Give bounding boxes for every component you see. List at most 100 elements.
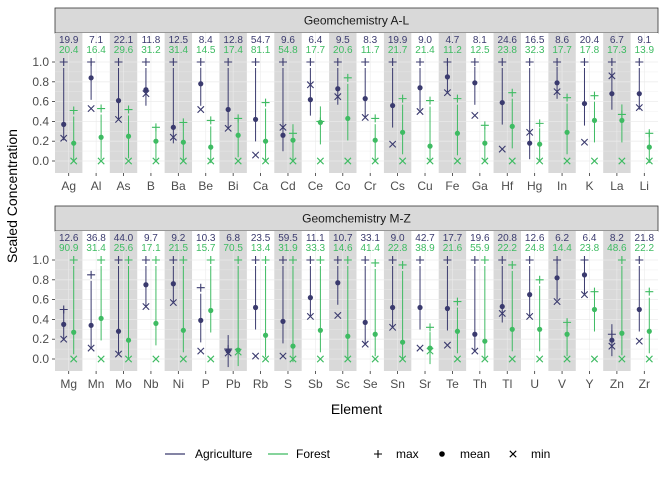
max-marker-agriculture bbox=[278, 256, 287, 264]
panel-title: Geomchemistry A-L bbox=[304, 14, 410, 28]
max-label-agriculture: 16.5 bbox=[525, 35, 545, 46]
max-marker-agriculture bbox=[278, 58, 287, 66]
max-marker-agriculture bbox=[416, 256, 425, 264]
min-marker-forest bbox=[481, 355, 489, 363]
min-marker-agriculture bbox=[60, 335, 68, 343]
max-label-agriculture: 12.6 bbox=[59, 233, 79, 244]
y-tick-label: 0.8 bbox=[32, 273, 49, 287]
mean-marker-forest bbox=[400, 339, 406, 345]
x-tick-label: Hg bbox=[527, 179, 542, 193]
max-label-forest: 17.1 bbox=[141, 243, 161, 254]
max-label-agriculture: 12.6 bbox=[525, 233, 545, 244]
max-marker-forest bbox=[645, 129, 654, 138]
max-label-forest: 55.9 bbox=[470, 243, 490, 254]
min-marker-agriculture bbox=[142, 90, 150, 98]
panel-2: Geomchemistry M-Z 0.0 0.2 0.4 0.6 0.8 1.0 Mg 12.… bbox=[32, 205, 659, 391]
max-marker-agriculture bbox=[141, 256, 150, 264]
max-label-forest: 32.3 bbox=[525, 45, 545, 56]
min-marker-agriculture bbox=[60, 134, 68, 142]
max-label-agriculture: 6.7 bbox=[610, 35, 624, 46]
max-marker-forest bbox=[453, 297, 462, 306]
max-label-forest: 31.4 bbox=[169, 45, 189, 56]
mean-marker-forest bbox=[482, 140, 488, 146]
min-marker-agriculture bbox=[334, 311, 342, 320]
mean-marker-agriculture bbox=[143, 87, 149, 93]
max-label-forest: 12.5 bbox=[470, 45, 490, 56]
max-marker-forest bbox=[645, 287, 654, 296]
max-marker-agriculture bbox=[306, 256, 315, 264]
max-marker-agriculture bbox=[87, 270, 96, 279]
max-marker-forest bbox=[288, 129, 297, 138]
min-marker-agriculture bbox=[553, 297, 561, 306]
min-marker-forest bbox=[97, 355, 105, 363]
max-label-forest: 21.4 bbox=[415, 45, 435, 56]
mean-marker-forest bbox=[153, 320, 159, 326]
min-marker-agriculture bbox=[361, 113, 369, 122]
min-marker-forest bbox=[618, 355, 626, 363]
max-label-agriculture: 6.2 bbox=[555, 233, 569, 244]
x-tick-label: Sc bbox=[336, 377, 350, 391]
max-marker-forest bbox=[234, 114, 243, 123]
max-label-agriculture: 20.8 bbox=[498, 233, 518, 244]
max-label-forest: 29.6 bbox=[114, 45, 134, 56]
min-marker-agriculture bbox=[279, 123, 287, 131]
y-tick-label: 0.2 bbox=[32, 134, 49, 148]
max-label-agriculture: 20.4 bbox=[580, 35, 600, 46]
max-marker-agriculture bbox=[59, 58, 68, 66]
max-marker-agriculture bbox=[196, 58, 205, 66]
mean-marker-forest bbox=[591, 117, 598, 124]
min-marker-forest bbox=[563, 355, 571, 363]
x-tick-label: Li bbox=[640, 179, 649, 193]
y-tick-label: 1.0 bbox=[32, 55, 49, 69]
mean-marker-forest bbox=[208, 307, 214, 314]
max-label-agriculture: 8.1 bbox=[473, 35, 487, 46]
x-tick-label: Hf bbox=[501, 179, 514, 193]
x-tick-label: Cs bbox=[390, 179, 405, 193]
mean-marker-agriculture bbox=[499, 99, 505, 106]
max-marker-forest bbox=[563, 318, 572, 327]
max-marker-forest bbox=[124, 256, 133, 264]
panel-strip bbox=[54, 205, 659, 232]
max-marker-forest bbox=[316, 256, 325, 264]
min-marker-forest bbox=[344, 157, 352, 165]
x-tick-label: Ce bbox=[308, 179, 324, 193]
max-label-agriculture: 9.6 bbox=[281, 35, 295, 46]
max-label-forest: 17.3 bbox=[607, 45, 627, 56]
max-marker-forest bbox=[69, 106, 78, 115]
max-label-forest: 38.9 bbox=[415, 243, 435, 254]
min-marker-agriculture bbox=[251, 352, 260, 360]
min-marker-agriculture bbox=[443, 341, 452, 349]
min-marker-agriculture bbox=[224, 124, 232, 132]
mean-marker-agriculture bbox=[417, 85, 423, 91]
max-label-agriculture: 59.5 bbox=[278, 233, 298, 244]
max-marker-forest bbox=[261, 98, 270, 107]
max-label-agriculture: 6.8 bbox=[226, 233, 240, 244]
mean-marker-agriculture bbox=[417, 304, 423, 311]
max-marker-forest bbox=[234, 256, 243, 264]
legend-label-mean: mean bbox=[460, 447, 490, 461]
max-label-agriculture: 7.1 bbox=[89, 35, 103, 46]
x-tick-label: Ba bbox=[171, 179, 186, 193]
mean-marker-forest bbox=[372, 331, 378, 337]
min-marker-forest bbox=[261, 157, 270, 165]
x-tick-label: Be bbox=[198, 179, 213, 193]
x-tick-label: Ni bbox=[173, 377, 184, 391]
mean-marker-forest bbox=[235, 132, 241, 138]
legend-label-forest: Forest bbox=[296, 447, 331, 461]
x-tick-label: Zn bbox=[610, 377, 624, 391]
y-tick-label: 0.0 bbox=[32, 154, 49, 168]
x-tick-label: Te bbox=[446, 377, 459, 391]
max-label-forest: 14.4 bbox=[552, 243, 572, 254]
max-marker-agriculture bbox=[498, 58, 507, 66]
min-marker-forest bbox=[399, 157, 407, 165]
mean-marker-agriculture bbox=[554, 275, 560, 281]
max-marker-agriculture bbox=[388, 58, 397, 66]
max-marker-forest bbox=[590, 287, 599, 296]
max-label-forest: 14.6 bbox=[333, 243, 353, 254]
max-marker-agriculture bbox=[553, 58, 562, 66]
max-marker-agriculture bbox=[306, 58, 315, 66]
max-label-agriculture: 54.7 bbox=[251, 35, 271, 46]
min-marker-agriculture bbox=[471, 347, 479, 355]
min-marker-forest bbox=[207, 157, 215, 165]
min-marker-agriculture bbox=[169, 298, 177, 307]
